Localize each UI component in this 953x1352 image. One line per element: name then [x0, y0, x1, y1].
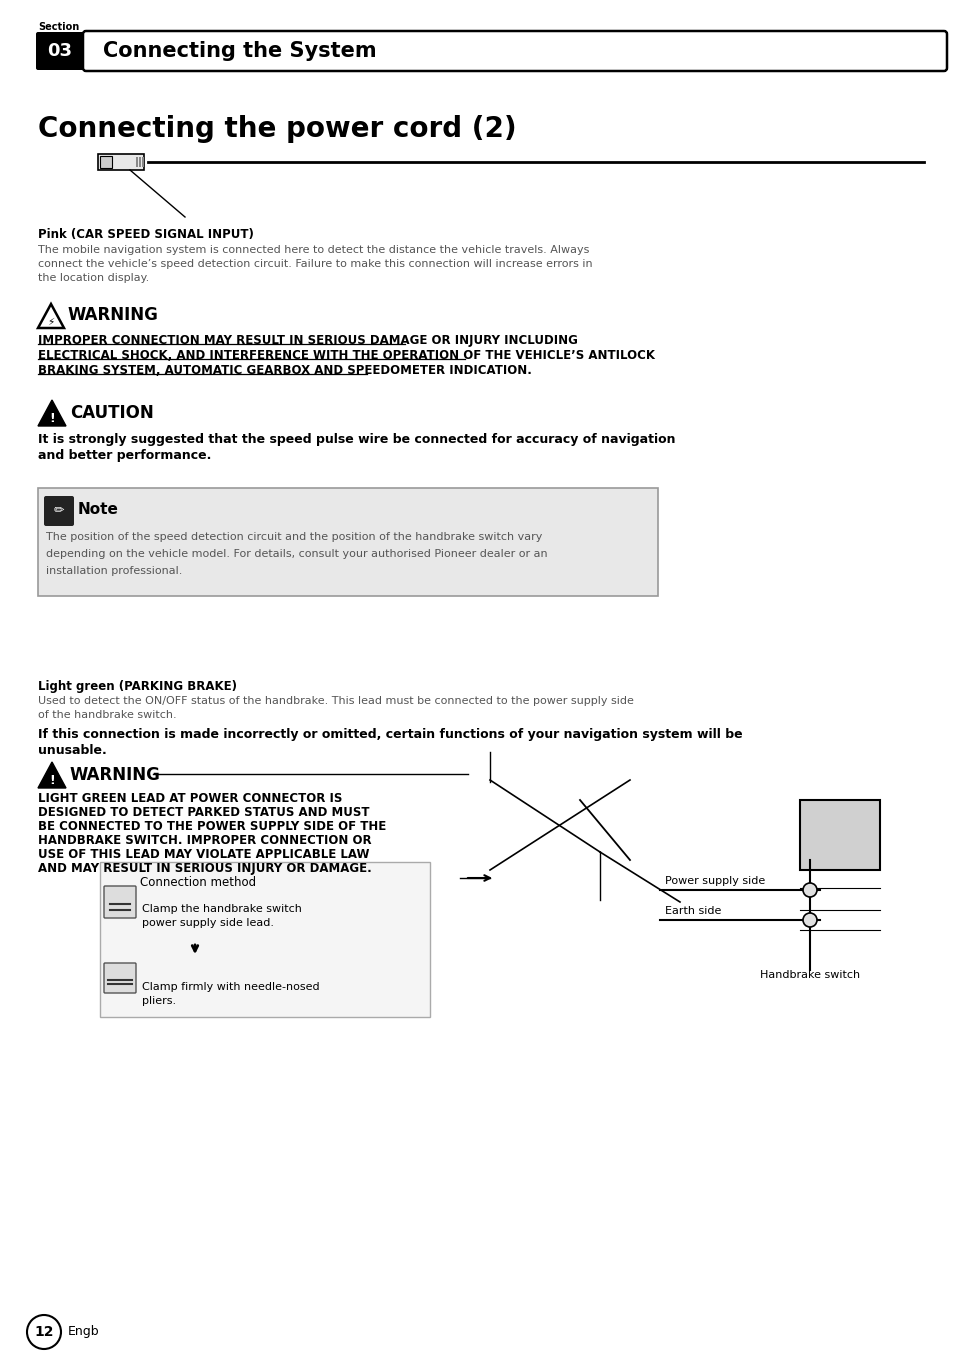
Text: If this connection is made incorrectly or omitted, certain functions of your nav: If this connection is made incorrectly o…: [38, 727, 741, 741]
Text: Connecting the power cord (2): Connecting the power cord (2): [38, 115, 517, 143]
Circle shape: [802, 883, 816, 896]
Text: installation professional.: installation professional.: [46, 566, 182, 576]
Text: Engb: Engb: [68, 1325, 99, 1338]
Text: Used to detect the ON/OFF status of the handbrake. This lead must be connected t: Used to detect the ON/OFF status of the …: [38, 696, 633, 706]
Text: Clamp firmly with needle-nosed
pliers.: Clamp firmly with needle-nosed pliers.: [142, 982, 319, 1006]
Text: WARNING: WARNING: [68, 306, 159, 324]
Text: Pink (CAR SPEED SIGNAL INPUT): Pink (CAR SPEED SIGNAL INPUT): [38, 228, 253, 241]
Text: Connecting the System: Connecting the System: [103, 41, 376, 61]
Text: It is strongly suggested that the speed pulse wire be connected for accuracy of : It is strongly suggested that the speed …: [38, 433, 675, 446]
Text: DESIGNED TO DETECT PARKED STATUS AND MUST: DESIGNED TO DETECT PARKED STATUS AND MUS…: [38, 806, 369, 819]
Text: unusable.: unusable.: [38, 744, 107, 757]
Circle shape: [27, 1315, 61, 1349]
Text: ⚡: ⚡: [48, 316, 54, 327]
Circle shape: [802, 913, 816, 927]
Bar: [136, 157, 138, 168]
Text: Section: Section: [38, 22, 79, 32]
Polygon shape: [38, 763, 66, 788]
Text: The position of the speed detection circuit and the position of the handbrake sw: The position of the speed detection circ…: [46, 531, 542, 542]
Text: USE OF THIS LEAD MAY VIOLATE APPLICABLE LAW: USE OF THIS LEAD MAY VIOLATE APPLICABLE …: [38, 848, 369, 861]
Text: WARNING: WARNING: [70, 767, 161, 784]
Text: The mobile navigation system is connected here to detect the distance the vehicl: The mobile navigation system is connecte…: [38, 245, 589, 256]
Polygon shape: [38, 304, 64, 329]
Bar: [100, 863, 430, 1017]
Text: and better performance.: and better performance.: [38, 449, 212, 462]
Text: CAUTION: CAUTION: [70, 404, 153, 422]
Text: Light green (PARKING BRAKE): Light green (PARKING BRAKE): [38, 680, 236, 694]
Text: AND MAY RESULT IN SERIOUS INJURY OR DAMAGE.: AND MAY RESULT IN SERIOUS INJURY OR DAMA…: [38, 863, 372, 875]
Bar: [142, 157, 144, 168]
Text: ELECTRICAL SHOCK, AND INTERFERENCE WITH THE OPERATION OF THE VEHICLE’S ANTILOCK: ELECTRICAL SHOCK, AND INTERFERENCE WITH …: [38, 349, 655, 362]
Text: the location display.: the location display.: [38, 273, 149, 283]
Text: depending on the vehicle model. For details, consult your authorised Pioneer dea: depending on the vehicle model. For deta…: [46, 549, 547, 558]
Text: BRAKING SYSTEM, AUTOMATIC GEARBOX AND SPEEDOMETER INDICATION.: BRAKING SYSTEM, AUTOMATIC GEARBOX AND SP…: [38, 364, 532, 377]
FancyBboxPatch shape: [36, 32, 84, 70]
Polygon shape: [38, 400, 66, 426]
Bar: [98, 154, 144, 170]
Bar: [139, 157, 141, 168]
Text: HANDBRAKE SWITCH. IMPROPER CONNECTION OR: HANDBRAKE SWITCH. IMPROPER CONNECTION OR: [38, 834, 372, 846]
Bar: [800, 800, 879, 869]
Text: 03: 03: [48, 42, 72, 59]
Text: BE CONNECTED TO THE POWER SUPPLY SIDE OF THE: BE CONNECTED TO THE POWER SUPPLY SIDE OF…: [38, 821, 386, 833]
FancyBboxPatch shape: [83, 31, 946, 72]
Text: Note: Note: [78, 502, 119, 516]
Text: Connection method: Connection method: [140, 876, 255, 890]
Bar: [100, 155, 112, 168]
Text: !: !: [49, 773, 55, 787]
FancyBboxPatch shape: [44, 496, 74, 526]
Text: 12: 12: [34, 1325, 53, 1338]
Text: Clamp the handbrake switch
power supply side lead.: Clamp the handbrake switch power supply …: [142, 904, 301, 927]
FancyBboxPatch shape: [104, 963, 136, 992]
Text: connect the vehicle’s speed detection circuit. Failure to make this connection w: connect the vehicle’s speed detection ci…: [38, 260, 592, 269]
FancyBboxPatch shape: [104, 886, 136, 918]
Text: !: !: [49, 411, 55, 425]
Text: Handbrake switch: Handbrake switch: [760, 969, 860, 980]
Text: ✏: ✏: [53, 504, 64, 518]
Text: of the handbrake switch.: of the handbrake switch.: [38, 710, 176, 721]
Text: Earth side: Earth side: [664, 906, 720, 917]
Bar: [38, 488, 658, 596]
Text: LIGHT GREEN LEAD AT POWER CONNECTOR IS: LIGHT GREEN LEAD AT POWER CONNECTOR IS: [38, 792, 342, 804]
Text: Power supply side: Power supply side: [664, 876, 764, 886]
Text: IMPROPER CONNECTION MAY RESULT IN SERIOUS DAMAGE OR INJURY INCLUDING: IMPROPER CONNECTION MAY RESULT IN SERIOU…: [38, 334, 578, 347]
